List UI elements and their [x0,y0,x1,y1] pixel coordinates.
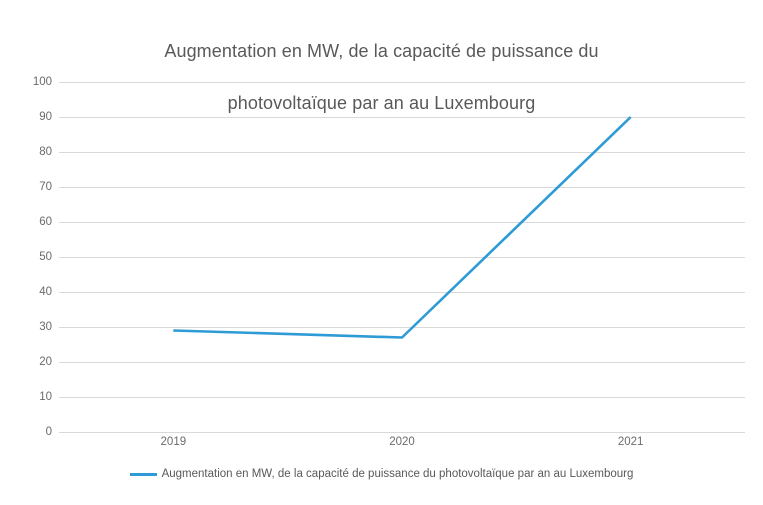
x-tick-label-2020: 2020 [389,436,415,448]
gridline-y-50 [59,257,745,258]
y-tick-label-100: 100 [32,76,52,88]
plot-area [59,82,745,433]
gridline-y-70 [59,187,745,188]
y-tick-label-20: 20 [39,356,52,368]
chart-title: Augmentation en MW, de la capacité de pu… [90,12,673,116]
gridline-y-30 [59,327,745,328]
x-axis-line [59,432,745,433]
legend-item[interactable]: Augmentation en MW, de la capacité de pu… [129,468,634,480]
chart-legend: Augmentation en MW, de la capacité de pu… [0,468,763,480]
y-tick-label-70: 70 [39,181,52,193]
gridline-y-60 [59,222,745,223]
gridline-y-10 [59,397,745,398]
gridline-y-90 [59,117,745,118]
gridline-y-20 [59,362,745,363]
x-axis: 2019 2020 2021 [59,436,745,456]
y-tick-label-10: 10 [39,391,52,403]
chart-title-line-1: Augmentation en MW, de la capacité de pu… [164,41,599,61]
y-tick-label-30: 30 [39,321,52,333]
y-axis: 0 10 20 30 40 50 60 70 80 90 100 [0,76,52,438]
y-tick-label-0: 0 [45,426,52,438]
x-tick-label-2021: 2021 [617,436,644,448]
gridline-y-80 [59,152,745,153]
y-tick-label-50: 50 [39,251,52,263]
y-tick-label-60: 60 [39,216,52,228]
chart-title-line-2: photovoltaïque par an au Luxembourg [227,93,536,113]
gridline-y-40 [59,292,745,293]
legend-swatch-icon [129,472,157,476]
x-tick-label-2019: 2019 [160,436,187,448]
legend-label: Augmentation en MW, de la capacité de pu… [161,468,634,480]
y-tick-label-90: 90 [39,111,52,123]
gridline-y-100 [59,82,745,83]
y-tick-label-80: 80 [39,146,52,158]
y-tick-label-40: 40 [39,286,52,298]
